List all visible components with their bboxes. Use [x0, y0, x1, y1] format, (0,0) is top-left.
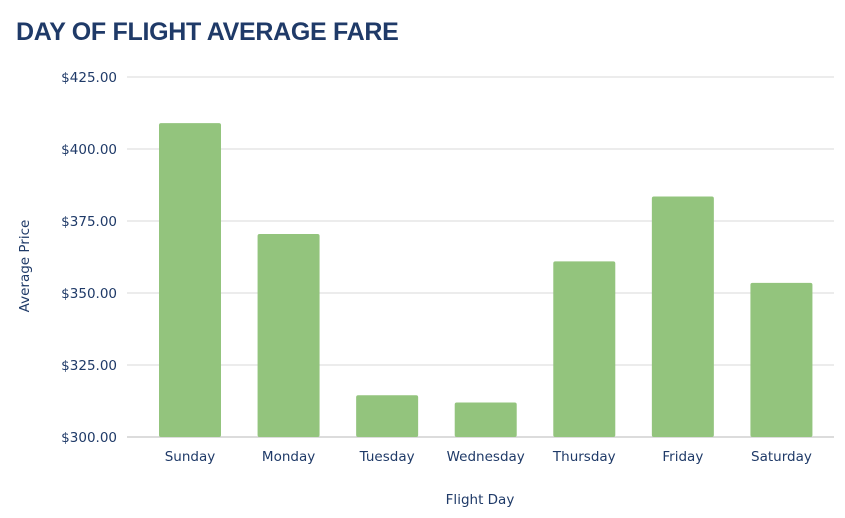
- bar-wednesday: [454, 402, 517, 437]
- bar-monday: [257, 233, 320, 437]
- x-tick-label: Monday: [262, 449, 315, 465]
- x-tick-label: Thursday: [552, 449, 616, 465]
- x-tick-label: Sunday: [165, 449, 216, 465]
- y-tick-label: $350.00: [61, 286, 117, 302]
- bar-sunday: [159, 123, 221, 437]
- x-tick-label: Saturday: [751, 449, 812, 465]
- x-tick-label: Tuesday: [359, 449, 415, 465]
- bar-friday: [651, 196, 714, 437]
- y-tick-label: $425.00: [61, 70, 117, 86]
- x-tick-label: Wednesday: [447, 449, 525, 465]
- y-tick-label: $375.00: [61, 214, 117, 230]
- bars: [159, 123, 813, 437]
- x-tick-label: Friday: [662, 449, 703, 465]
- bar-tuesday: [356, 395, 419, 437]
- chart-title: DAY OF FLIGHT AVERAGE FARE: [16, 18, 399, 46]
- y-axis-title: Average Price: [17, 220, 33, 313]
- y-tick-label: $325.00: [61, 358, 117, 374]
- y-axis-ticks: $300.00 $325.00 $350.00 $375.00 $400.00 $425.…: [61, 70, 117, 446]
- bar-saturday: [750, 282, 813, 437]
- y-tick-label: $300.00: [61, 430, 117, 446]
- gridlines: [127, 76, 834, 438]
- x-axis-ticks: Sunday Monday Tuesday Wednesday Thursday Frid…: [165, 449, 812, 465]
- x-axis-title: Flight Day: [446, 492, 515, 508]
- bar-thursday: [553, 261, 616, 437]
- y-tick-label: $400.00: [61, 142, 117, 158]
